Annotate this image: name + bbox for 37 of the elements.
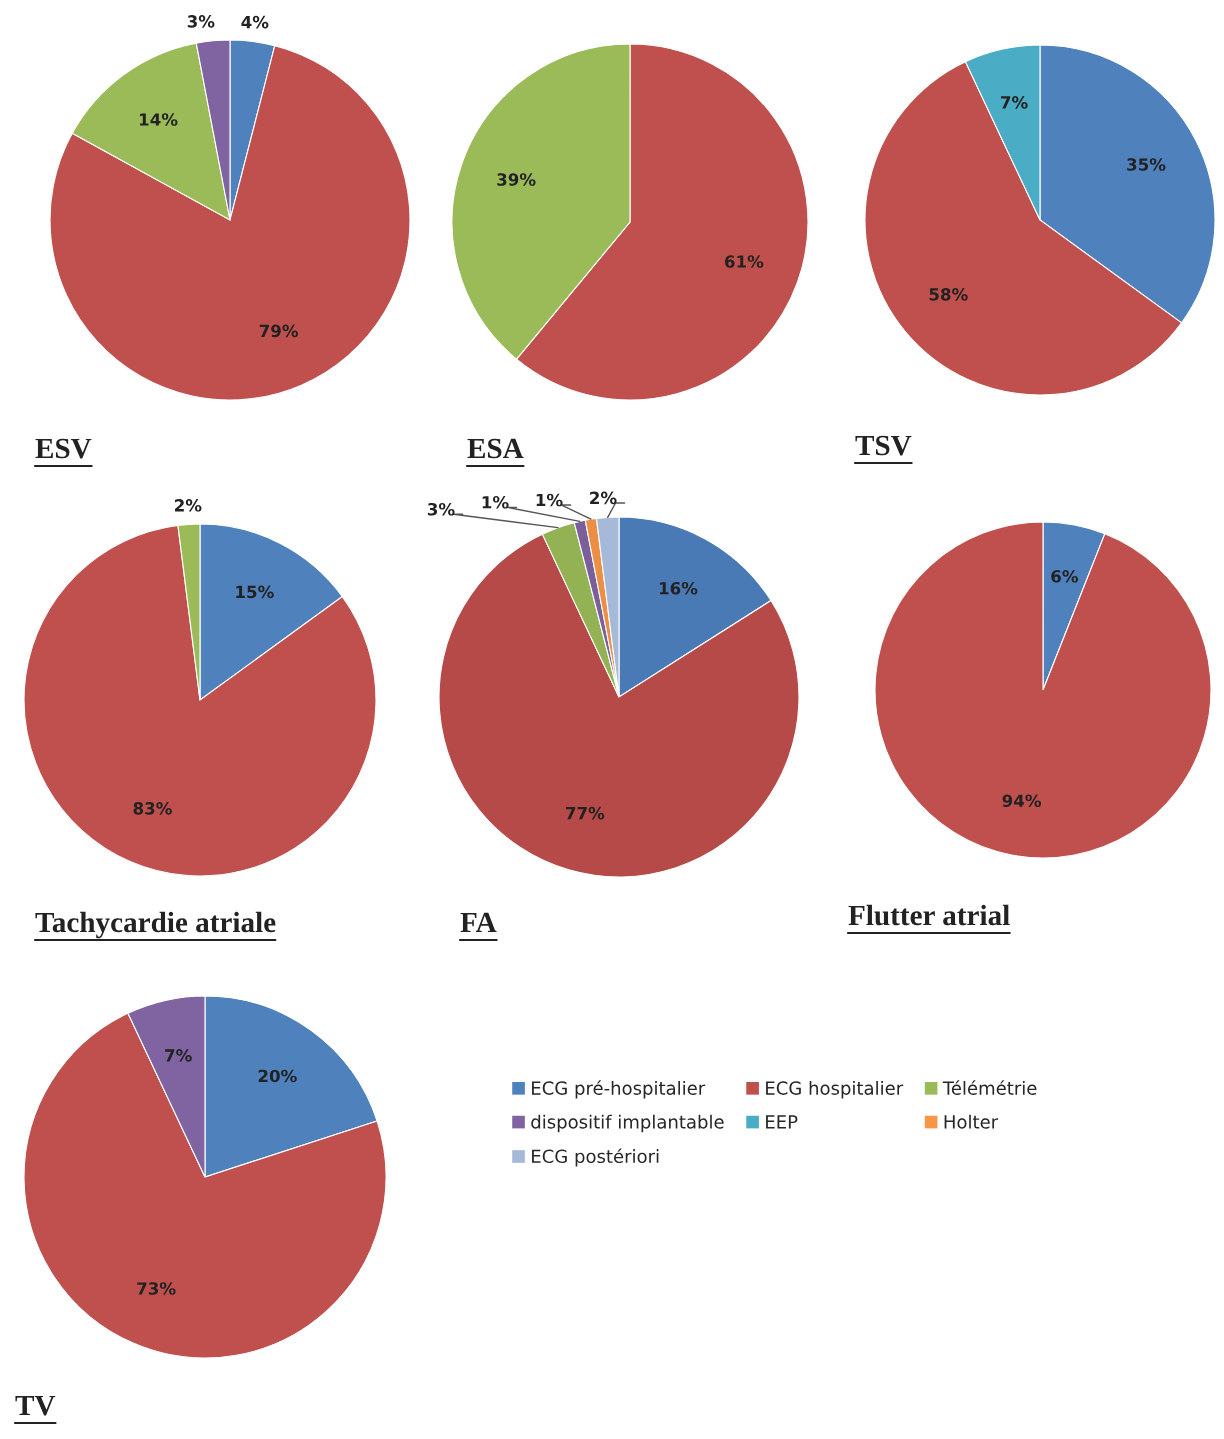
data-label: 94% [1002,794,1042,808]
data-label: 2% [590,491,617,505]
text: TV [15,1395,56,1416]
data-label: 3% [187,15,215,28]
data-label: 39% [497,173,536,186]
text: TSV [855,435,912,456]
data-label: 14% [139,113,178,126]
text: Flutter atrial [848,904,1010,926]
data-label: 2% [175,499,202,512]
text: Tachycardie atriale [35,911,276,939]
category-label: EEP [766,1115,798,1129]
text: ESA [467,438,524,459]
data-label: 1% [482,496,509,509]
data-label: 73% [137,1282,176,1295]
data-label: 83% [133,802,172,815]
data-label: 1% [536,493,563,507]
data-label: 16% [659,581,698,595]
data-label: 77% [566,806,605,820]
category-label: dispositif implantable [531,1114,724,1133]
text: FA [460,912,497,932]
category-label: Holter [944,1114,999,1129]
data-label: 79% [259,324,299,338]
data-label: 7% [165,1049,192,1062]
data-label: 7% [1001,96,1028,109]
data-label: 61% [724,255,764,268]
data-label: 3% [427,502,455,516]
data-label: 20% [258,1069,297,1083]
category-label: ECG pré-hospitalier [532,1080,706,1099]
data-label: 58% [929,288,968,301]
data-label: 15% [236,585,274,599]
text: ESV [35,438,92,459]
data-label: 35% [1127,158,1166,171]
category-label: ECG hospitalier [766,1080,904,1099]
category-label: Télémétrie [942,1080,1037,1095]
category-label: ECG postériori [532,1148,659,1167]
data-label: 4% [241,15,269,29]
data-label: 6% [1051,570,1079,583]
